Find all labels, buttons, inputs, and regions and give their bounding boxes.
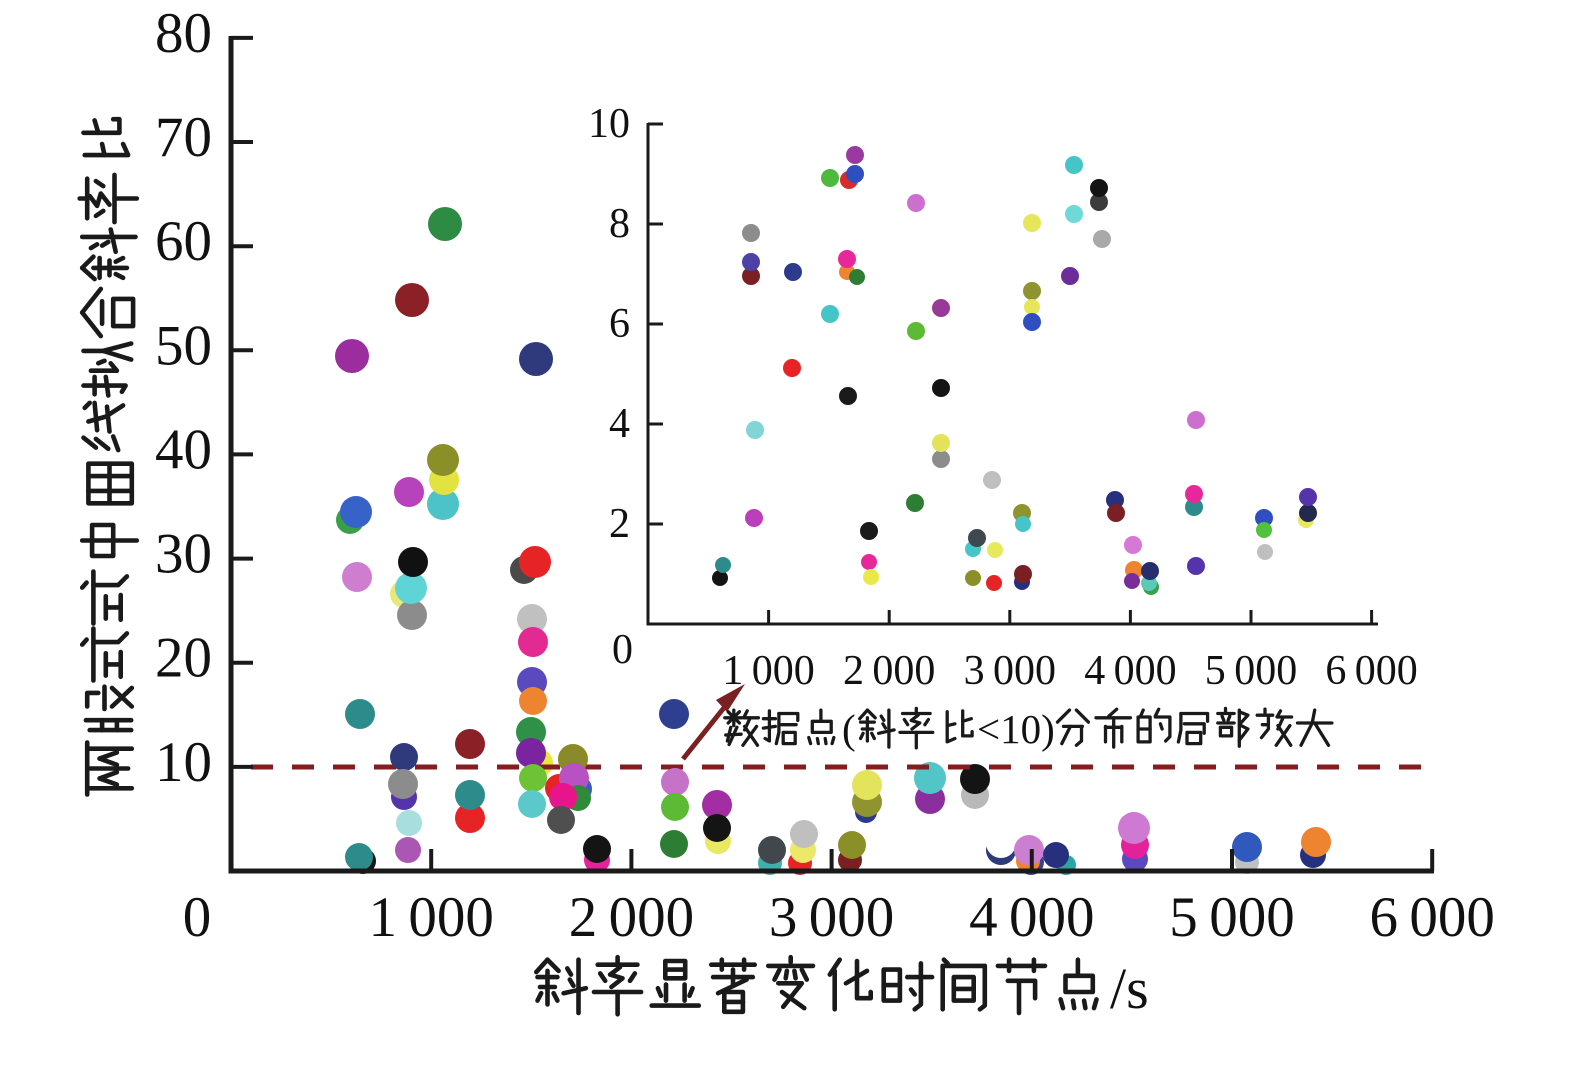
svg-text:3 000: 3 000 [769,886,894,949]
svg-text:(: ( [842,706,856,752]
svg-text:2: 2 [609,501,630,547]
svg-text:<10): <10) [977,706,1055,752]
svg-text:50: 50 [155,314,212,377]
svg-text:2 000: 2 000 [569,886,694,949]
svg-text:80: 80 [155,2,212,65]
svg-text:30: 30 [155,523,212,586]
svg-text:4 000: 4 000 [1084,648,1176,694]
svg-text:70: 70 [155,106,212,169]
svg-text:5 000: 5 000 [1205,648,1297,694]
svg-text:6 000: 6 000 [1325,648,1417,694]
svg-text:3 000: 3 000 [964,648,1056,694]
svg-text:4: 4 [609,401,630,447]
svg-text:2 000: 2 000 [843,648,935,694]
svg-text:5 000: 5 000 [1169,886,1294,949]
svg-text:4 000: 4 000 [969,886,1094,949]
svg-text:6 000: 6 000 [1369,886,1494,949]
svg-text:1 000: 1 000 [722,648,814,694]
svg-text:8: 8 [609,201,630,247]
svg-text:6: 6 [609,301,630,347]
svg-text:0: 0 [612,627,633,673]
svg-text:10: 10 [588,101,630,147]
svg-text:0: 0 [183,886,212,949]
svg-text:60: 60 [155,210,212,273]
svg-text:/s: /s [1110,956,1149,1021]
svg-text:40: 40 [155,418,212,481]
svg-text:1 000: 1 000 [368,886,493,949]
svg-text:10: 10 [155,731,212,794]
svg-text:20: 20 [155,627,212,690]
